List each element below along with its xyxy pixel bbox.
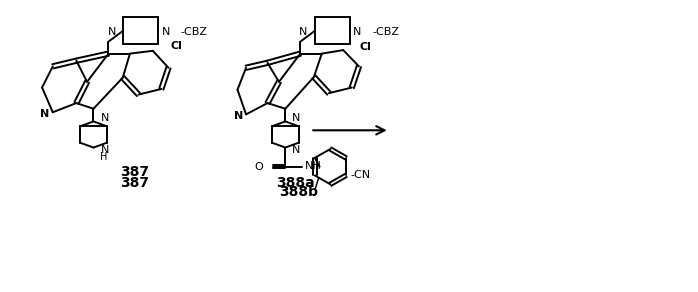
Text: N: N	[292, 112, 301, 123]
Text: 387: 387	[121, 176, 149, 190]
Text: N: N	[101, 145, 109, 154]
Text: -CBZ: -CBZ	[180, 27, 207, 37]
Text: Cl: Cl	[170, 41, 182, 51]
Text: N: N	[299, 27, 308, 37]
Text: O: O	[255, 162, 263, 172]
Text: H: H	[101, 152, 107, 162]
Text: N: N	[107, 27, 116, 37]
Text: -CBZ: -CBZ	[372, 27, 399, 37]
Text: N: N	[292, 145, 301, 154]
Text: N: N	[40, 109, 50, 119]
Text: 387: 387	[121, 165, 149, 179]
Text: N: N	[353, 27, 362, 37]
Text: N: N	[101, 112, 109, 123]
Text: N: N	[234, 111, 243, 121]
Text: 388a/: 388a/	[276, 176, 320, 190]
Text: NH: NH	[305, 161, 322, 171]
Text: Cl: Cl	[359, 42, 371, 52]
Text: -CN: -CN	[351, 171, 371, 180]
Text: 388b: 388b	[279, 185, 318, 199]
Text: N: N	[161, 27, 170, 37]
